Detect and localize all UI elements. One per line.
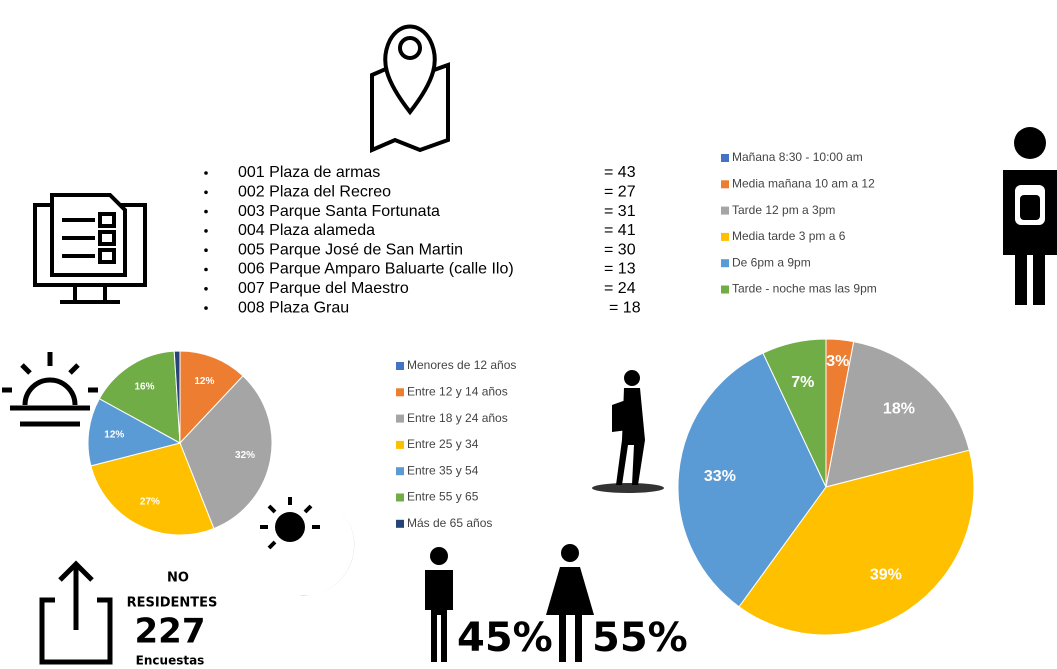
upload-icon [39,560,113,665]
park-count: = 41 [604,222,636,239]
bullet [204,171,208,175]
legend-label: De 6pm a 9pm [732,255,811,269]
park-count: = 27 [604,184,636,201]
legend-label: Tarde 12 pm a 3pm [732,203,835,217]
walking-icon [592,370,664,493]
female-percent: 55% [592,615,688,661]
female-icon [546,544,594,662]
park-name: 008 Plaza Grau [238,299,349,316]
legend-label: Entre 35 y 54 [407,463,479,477]
bullet [204,306,208,310]
slice-label: 33% [704,468,736,485]
pie-slice [90,442,215,536]
legend-swatch [721,154,729,162]
legend-swatch [396,467,404,476]
legend-swatch [396,414,404,423]
park-name: 003 Parque Santa Fortunata [238,203,440,220]
slice-label: 32% [235,450,255,461]
bullet [204,190,208,195]
legend-swatch [396,388,404,397]
slice-label: 3% [826,353,849,370]
legend-swatch [396,493,404,502]
slice-label: 7% [791,374,814,391]
legend-swatch [721,259,729,268]
legend-label: Entre 55 y 65 [407,490,479,504]
park-count: = 13 [604,261,636,278]
night-icon [260,497,355,596]
park-name: 005 Parque José de San Martin [238,241,463,258]
bullet [204,287,208,291]
legend-label: Tarde - noche mas las 9pm [732,282,877,296]
legend-swatch [721,232,729,241]
park-name: 001 Plaza de armas [238,164,380,181]
slice-label: 39% [870,566,902,583]
legend-swatch [396,440,404,449]
map-icon [370,24,450,154]
sunrise-icon [2,352,98,427]
legend-swatch [396,362,404,370]
pie-slice [762,338,827,488]
pie-slice [173,350,181,444]
residents-label: NO [167,571,189,586]
bullet [204,229,208,233]
park-count: = 31 [604,203,636,220]
park-count: = 18 [609,299,641,316]
pie-slice [179,375,273,530]
pie-slice [825,341,970,488]
survey-count: 227 [135,612,206,652]
bullet [204,209,208,214]
legend-label: Más de 65 años [407,516,492,530]
park-count: = 30 [604,241,636,258]
legend-label: Entre 25 y 34 [407,437,479,451]
park-count: = 24 [604,280,636,297]
slice-label: 27% [140,497,160,508]
bullet [204,248,208,252]
slice-label: 16% [134,382,154,393]
male-icon [425,547,453,662]
pie-slice [738,449,975,636]
bullet [204,267,208,272]
legend-swatch [721,180,729,189]
legend-swatch [721,206,729,215]
survey-icon [33,193,147,304]
legend-swatch [396,519,404,528]
slice-label: 18% [883,401,915,418]
legend-label: Mañana 8:30 - 10:00 am [732,150,863,164]
male-percent: 45% [457,615,553,661]
park-count: = 43 [604,164,636,181]
park-name: 006 Parque Amparo Baluarte (calle Ilo) [238,261,514,278]
survey-unit: Encuestas [136,654,205,668]
slice-label: 12% [194,376,214,387]
legend-label: Media mañana 10 am a 12 [732,176,875,190]
legend-swatch [721,285,729,294]
pie-slice [87,397,182,467]
pie-slice [677,352,827,608]
legend-label: Menores de 12 años [407,358,516,372]
legend-label: Entre 12 y 14 años [407,384,508,398]
legend-label: Media tarde 3 pm a 6 [732,229,846,243]
pie-slice [98,350,181,444]
park-name: 004 Plaza alameda [238,222,375,239]
slice-label: 12% [104,429,124,440]
legend-label: Entre 18 y 24 años [407,411,508,425]
pie-slice [179,350,244,445]
park-name: 007 Parque del Maestro [238,280,409,297]
park-name: 002 Plaza del Recreo [238,184,391,201]
residents-label: RESIDENTES [127,596,218,611]
student-icon [1003,127,1057,305]
